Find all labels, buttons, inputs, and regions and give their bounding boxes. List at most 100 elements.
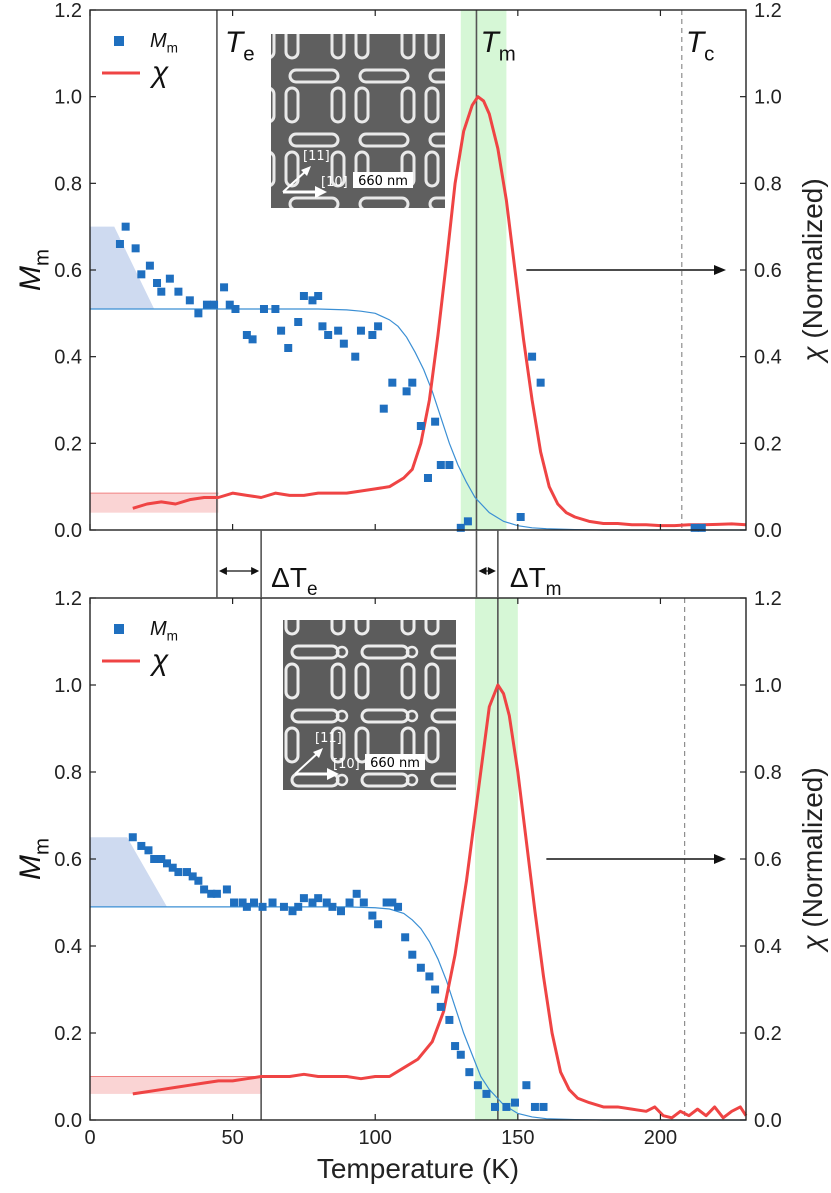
legend-mm-label-main: M [150,30,167,52]
scale-bar-label: 660 nm [358,174,408,189]
dir-10-arrowhead [315,186,327,198]
mm-data-point [456,1050,465,1059]
mm-data-point [465,1068,474,1077]
mm-data-point [137,841,146,850]
mm-data-point [445,461,454,469]
y2-axis-greek: χ [797,346,828,365]
mm-data-point [318,322,327,331]
y2-axis-label: χ (Normalized) [797,178,828,364]
y2-tick-label: 0.4 [754,936,782,958]
mm-data-point [202,300,211,309]
x-tick-label: 150 [501,1127,534,1149]
mm-data-point [322,898,331,907]
mm-data-point [121,222,130,231]
mm-data-point [510,1098,519,1107]
chi-line [132,683,748,1120]
mm-data-point [697,523,706,532]
mm-data-point [401,933,410,942]
mm-data-point [394,902,403,911]
temperature-marker-label-e-main: T [225,26,246,59]
dir-11-arrowhead [301,166,311,176]
mm-data-point [284,344,293,352]
mm-data-point [482,1089,491,1098]
axis-pointer-arrowhead [714,854,726,864]
mm-data-point [388,378,397,387]
mm-data-point [299,292,308,300]
mm-data-point [225,300,234,309]
mm-data-point [222,885,231,894]
mm-data-point [402,387,411,396]
mm-data-point [128,833,137,842]
y-tick-label: 0.0 [54,520,82,542]
y-axis-label: Mm [14,249,53,291]
mm-data-point [436,461,445,469]
delta-annotations: ΔTe ΔTm [216,530,562,600]
mm-data-point [137,270,146,279]
y-axis-label-main: M [14,855,47,880]
y-tick-label: 0.8 [54,762,82,784]
sem-inset-labels: [11] [10] 660 nm [282,149,413,198]
mm-data-point [248,335,257,344]
temperature-marker-label-m: Tm [480,26,515,65]
chi-line [132,95,747,528]
y-axis-label: Mm [14,838,53,880]
temperature-marker-label-e-sub: e [243,43,254,65]
scale-bar-box [353,172,413,188]
mm-data-point [431,417,440,426]
y2-tick-label: 0.2 [754,1023,782,1045]
y-tick-label: 1.0 [54,675,82,697]
mm-data-point [463,517,472,526]
green-band [475,598,518,1120]
mm-data-point [491,1102,500,1111]
mm-data-point [416,963,425,972]
mm-data-point [345,898,354,907]
y2-axis-text: (Normalized) [797,767,828,935]
green-band [460,10,507,530]
fit-line [90,906,746,1121]
y2-tick-label: 1.0 [754,675,782,697]
legend-mm-label: Mm [150,30,178,56]
mm-data-point [408,378,417,387]
mm-data-point [250,898,258,907]
mm-data-point [115,240,124,248]
temperature-marker-label-c-main: T [686,26,707,59]
mm-data-point [242,902,251,911]
mm-data-point [328,902,337,911]
delta-arrowhead-right [251,567,260,575]
y-tick-label: 0.4 [54,347,82,369]
legend-mm-label-sub: m [167,629,178,644]
mm-data-point [207,889,216,898]
temperature-marker-label-c-sub: c [704,43,714,65]
mm-data-point [165,274,174,283]
dir-11-label: [11] [303,149,330,164]
mm-data-point [308,898,317,907]
mm-data-point [308,296,317,305]
mm-data-point [200,885,209,894]
y-tick-label: 1.0 [54,87,82,109]
legend-mm-marker [114,624,124,634]
mm-data-point [536,378,545,387]
scale-bar-box [365,754,425,770]
mm-data-point [368,331,377,339]
blue-shaded-area [90,837,168,907]
mm-data-point [530,1102,539,1111]
mm-data-point [174,287,183,296]
mm-data-point [416,422,425,430]
mm-data-point [182,868,191,877]
y2-axis-greek: χ [797,935,828,954]
mm-data-point [374,322,383,331]
mm-data-point [436,1002,445,1011]
top-panel: [11] [10] 660 nm 0.0 0.0 0.2 0.2 0.4 0.4 0.6 0.6 0.… [14,0,828,542]
y2-tick-label: 0.0 [754,1110,782,1132]
mm-data-point [368,911,377,920]
mm-data-point [431,985,440,994]
mm-data-point [185,296,194,305]
y-axis-label-main: M [14,266,47,291]
mm-data-point [194,876,203,885]
mm-data-point [423,474,432,482]
axis-pointer-arrowhead [714,265,726,275]
x-tick-label: 0 [84,1127,95,1149]
legend-mm-label-main: M [150,618,167,640]
mm-data-point [299,894,308,903]
legend-mm-label: Mm [150,618,178,644]
